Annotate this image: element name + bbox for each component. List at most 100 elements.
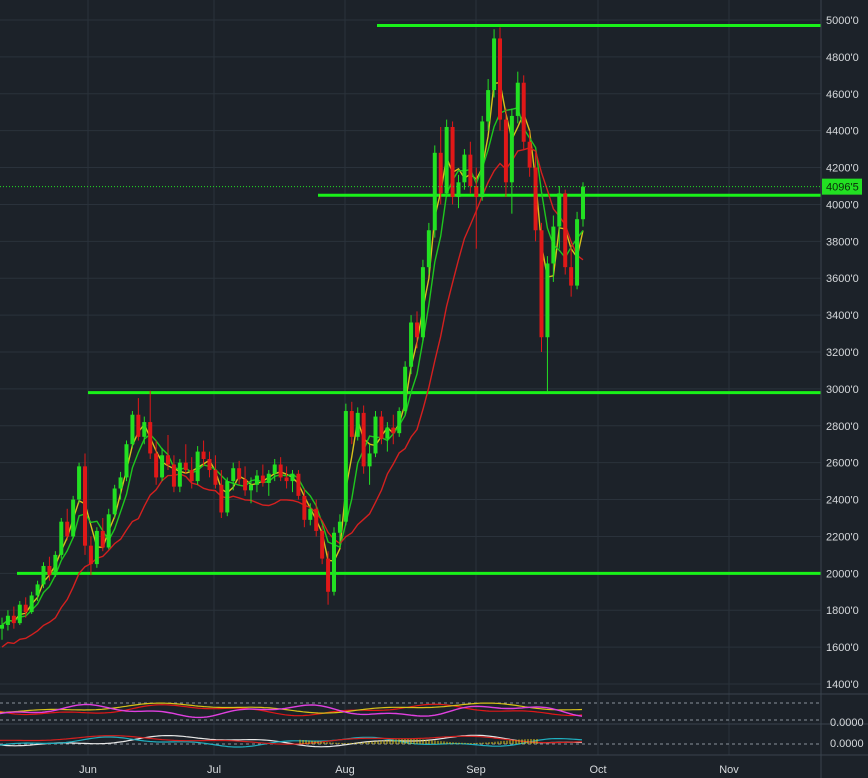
candle-body-23 (136, 414, 141, 437)
candle-body-52 (308, 508, 313, 520)
candle-body-24 (142, 422, 147, 437)
x-tick-label: Oct (589, 764, 606, 776)
candle-62 (367, 444, 372, 485)
candle-5 (29, 591, 34, 614)
candle-19 (112, 484, 117, 518)
candle-72 (426, 222, 431, 275)
indicator-panels (0, 693, 868, 756)
candle-45 (266, 470, 271, 496)
candle-12 (71, 495, 76, 539)
candle-body-37 (219, 484, 224, 513)
candle-47 (278, 457, 283, 482)
candle-body-33 (195, 451, 200, 482)
time-axis[interactable]: Jun Jul Aug Sep Oct Nov (79, 764, 739, 776)
candle-body-80 (474, 186, 479, 198)
y-tick-label: 1800'0 (826, 605, 859, 617)
candle-54 (320, 525, 325, 565)
candle-68 (403, 361, 408, 415)
y-tick-label: 3400'0 (826, 310, 859, 322)
candle-98 (581, 182, 585, 227)
candle-15 (88, 536, 93, 576)
candle-body-22 (130, 414, 135, 445)
horizontal-levels (17, 24, 821, 575)
candle-83 (492, 29, 497, 98)
candle-body-39 (231, 468, 236, 482)
candle-23 (136, 398, 141, 441)
candle-81 (480, 115, 485, 201)
candle-body-86 (509, 115, 514, 183)
candle-body-67 (397, 411, 402, 434)
y-tick-label: 2600'0 (826, 458, 859, 470)
candle-78 (462, 149, 467, 190)
candle-body-42 (249, 484, 253, 491)
y-tick-label: 1400'0 (826, 679, 859, 691)
candle-76 (450, 121, 455, 205)
candle-4 (23, 597, 28, 618)
candle-body-84 (498, 38, 502, 120)
candle-22 (130, 411, 135, 448)
candle-48 (284, 466, 289, 489)
candle-body-89 (527, 141, 532, 168)
last-price-badge-label: 4096'5 (826, 182, 859, 194)
candle-body-46 (272, 464, 277, 474)
x-tick-label: Jun (79, 764, 97, 776)
candle-body-8 (47, 565, 52, 576)
candle-66 (391, 414, 396, 445)
candle-14 (83, 453, 87, 555)
panel2-osc-white (0, 734, 583, 748)
candle-body-28 (166, 455, 170, 465)
candle-16 (94, 527, 99, 568)
candle-86 (509, 108, 514, 214)
candle-body-93 (551, 226, 556, 264)
candle-body-51 (302, 495, 307, 520)
candle-59 (349, 401, 354, 445)
panel1-osc-magenta (0, 703, 583, 719)
candle-body-83 (492, 38, 497, 91)
candle-95 (563, 189, 568, 275)
candle-body-61 (361, 412, 366, 467)
candle-67 (397, 407, 402, 437)
candle-body-30 (177, 462, 182, 487)
candle-body-34 (201, 451, 206, 459)
last-price-badge (822, 178, 862, 195)
candle-body-55 (326, 558, 331, 592)
candle-body-44 (260, 475, 265, 483)
candle-body-7 (41, 565, 46, 585)
candle-body-66 (391, 427, 396, 434)
candle-body-76 (450, 126, 455, 198)
candle-body-97 (575, 219, 580, 286)
candle-27 (160, 447, 165, 482)
candle-0 (0, 617, 4, 640)
candle-body-6 (35, 584, 40, 596)
panel1-osc-yellow (0, 702, 583, 714)
price-axis[interactable]: 1400'0 1600'0 1800'0 2000'0 2200'0 2400'0 2600… (820, 0, 864, 778)
candle-20 (118, 471, 123, 500)
candle-body-94 (557, 193, 562, 227)
candle-body-0 (0, 624, 4, 629)
candle-60 (355, 407, 360, 441)
candle-57 (337, 514, 342, 546)
candle-88 (521, 75, 526, 150)
candle-73 (432, 145, 437, 238)
candle-43 (254, 470, 259, 493)
candle-body-75 (444, 126, 449, 194)
candle-body-20 (118, 477, 123, 489)
candle-90 (533, 152, 538, 242)
panel2-osc-red (0, 735, 583, 745)
candle-body-26 (154, 453, 159, 478)
candle-82 (486, 79, 491, 131)
candle-body-5 (29, 595, 34, 613)
candle-body-62 (367, 453, 372, 467)
candle-body-2 (11, 615, 16, 624)
indicator-tick-label: 0.0000 (830, 738, 864, 750)
candle-body-21 (124, 444, 129, 478)
candle-74 (438, 126, 443, 205)
candle-body-45 (266, 473, 271, 483)
candle-28 (166, 435, 170, 471)
candle-body-36 (213, 470, 218, 485)
candle-35 (207, 451, 212, 478)
candle-body-79 (468, 154, 473, 186)
y-tick-label: 4000'0 (826, 199, 859, 211)
candle-61 (361, 405, 366, 474)
